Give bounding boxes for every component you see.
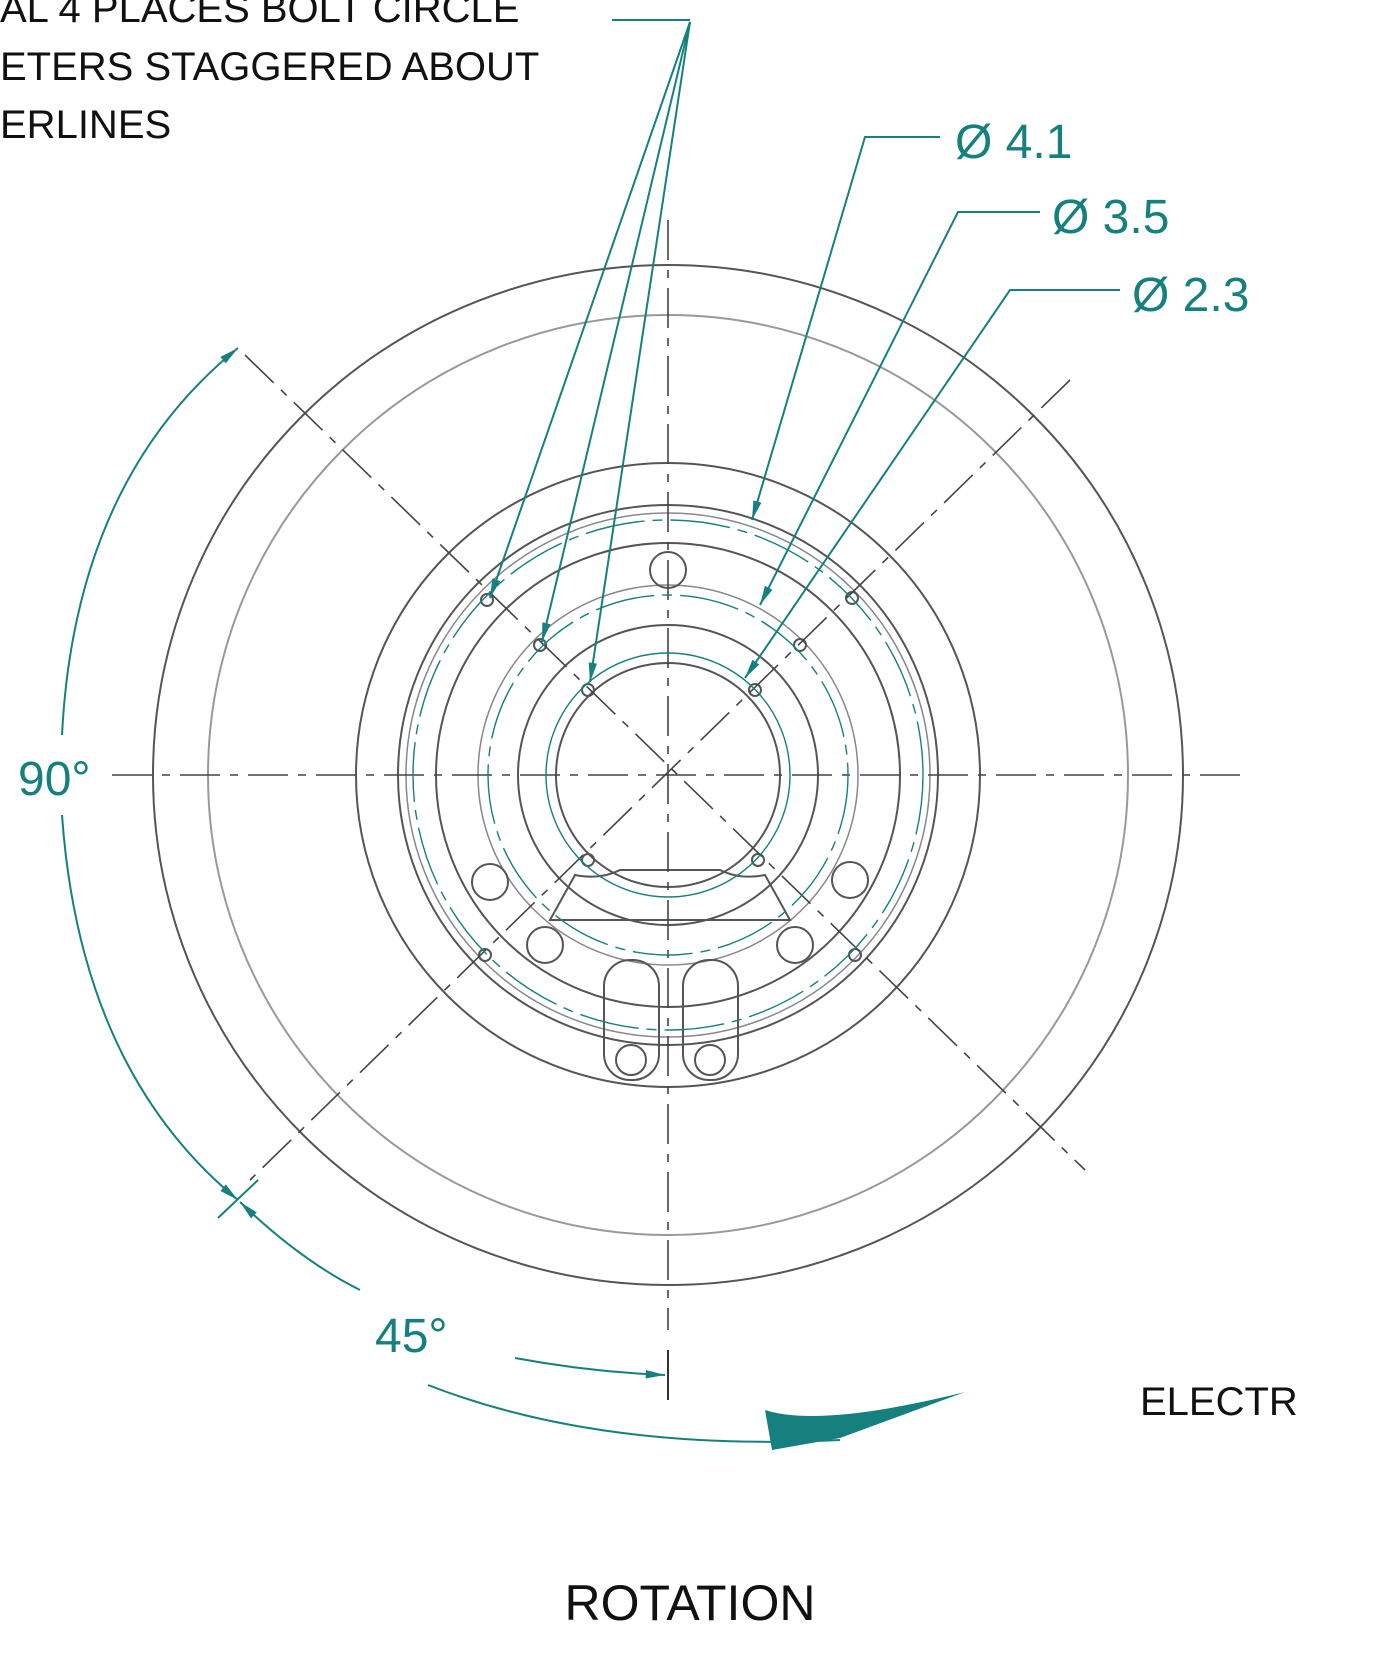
labels: AL 4 PLACES BOLT CIRCLE ETERS STAGGERED … bbox=[0, 0, 1298, 1631]
note-line: ETERS STAGGERED ABOUT bbox=[0, 45, 539, 89]
diameter-label: Ø 4.1 bbox=[955, 116, 1072, 169]
side-label: ELECTR bbox=[1140, 1380, 1298, 1424]
angle-label: 45° bbox=[375, 1310, 448, 1363]
centerlines bbox=[112, 220, 1240, 1330]
rotation-label: ROTATION bbox=[565, 1575, 816, 1631]
note-line: AL 4 PLACES BOLT CIRCLE bbox=[0, 0, 519, 31]
diameter-label: Ø 3.5 bbox=[1052, 191, 1169, 244]
angle-label: 90° bbox=[18, 753, 91, 806]
drawing: AL 4 PLACES BOLT CIRCLE ETERS STAGGERED … bbox=[0, 0, 1375, 1662]
note-line: ERLINES bbox=[0, 103, 171, 147]
angle-dims bbox=[62, 348, 965, 1450]
diameter-label: Ø 2.3 bbox=[1132, 269, 1249, 322]
page: AL 4 PLACES BOLT CIRCLE ETERS STAGGERED … bbox=[0, 0, 1375, 1662]
